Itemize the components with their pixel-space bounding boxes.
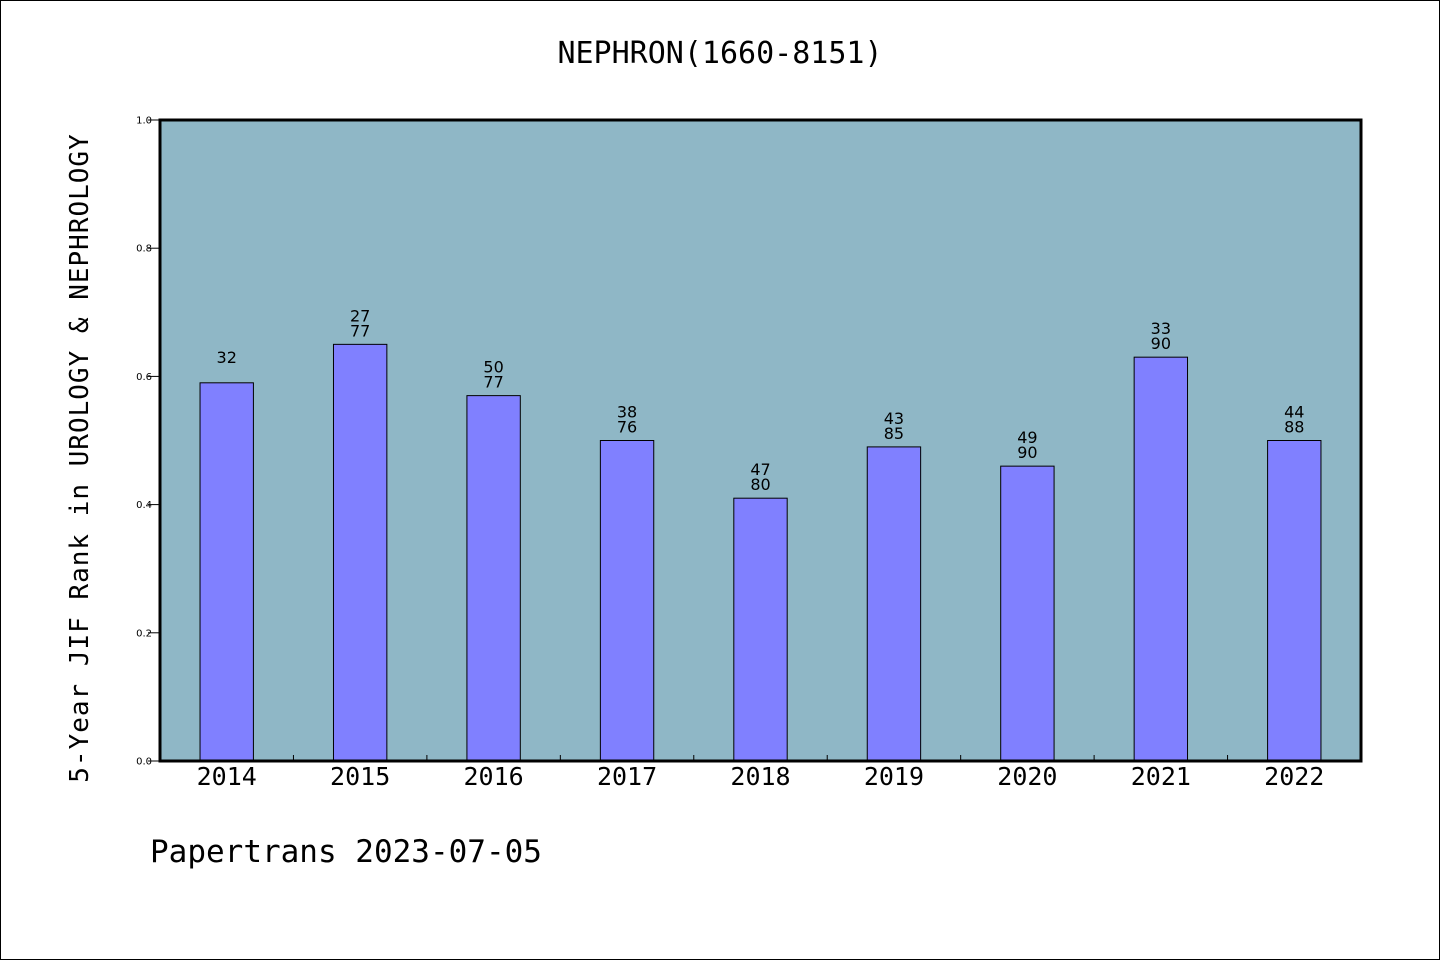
x-tick-label: 2019 [864,762,924,791]
data-label-top: 38 [617,403,637,422]
y-tick-label: 0.4 [136,500,152,511]
y-axis: 0.0 0.2 0.4 0.6 0.8 1.0 [136,116,160,768]
x-tick-label: 2020 [997,762,1057,791]
data-label-top: 44 [1284,403,1304,422]
x-tick-label: 2015 [330,762,390,791]
bars-group [199,343,1322,762]
data-label-bottom: 90 [1017,443,1037,462]
bar-2014 [199,382,254,762]
bar-2018 [733,497,788,762]
x-axis: 2014 2015 2016 2017 2018 2019 2020 2021 2022 [197,755,1324,791]
x-tick-label: 2017 [597,762,657,791]
data-label-bottom: 77 [350,321,370,340]
data-label-top: 32 [217,348,237,367]
y-tick-label: 0.8 [136,244,152,255]
data-label-bottom: 76 [617,418,637,437]
bar-2016 [466,395,521,762]
bar-2019 [866,446,922,762]
x-tick-label: 2022 [1264,762,1324,791]
bar-2015 [332,343,388,762]
y-tick-label: 0.0 [136,757,152,768]
y-tick-label: 0.6 [136,372,152,383]
bar-2021 [1133,356,1189,762]
y-tick-label: 0.2 [136,628,152,639]
data-label-top: 50 [483,358,503,377]
x-tick-label: 2021 [1131,762,1191,791]
data-label-top: 33 [1151,319,1171,338]
x-tick-label: 2018 [730,762,790,791]
bar-2017 [599,440,655,762]
data-label-top: 49 [1017,428,1037,447]
footer-note: Papertrans 2023-07-05 [150,834,542,870]
data-label-bottom: 90 [1151,334,1171,353]
x-tick-label: 2014 [197,762,257,791]
data-label-top: 47 [750,460,770,479]
data-label-top: 27 [350,306,370,325]
x-tick-label: 2016 [464,762,524,791]
chart-title: NEPHRON(1660-8151) [557,36,883,71]
data-label-bottom: 88 [1284,418,1304,437]
data-label-bottom: 77 [483,373,503,392]
data-label-bottom: 85 [884,424,904,443]
y-tick-label: 1.0 [136,116,152,127]
plot-border [158,118,1363,763]
data-label-top: 43 [884,409,904,428]
bar-2022 [1267,440,1322,762]
data-label-bottom: 80 [750,475,770,494]
bar-2020 [1000,465,1055,762]
